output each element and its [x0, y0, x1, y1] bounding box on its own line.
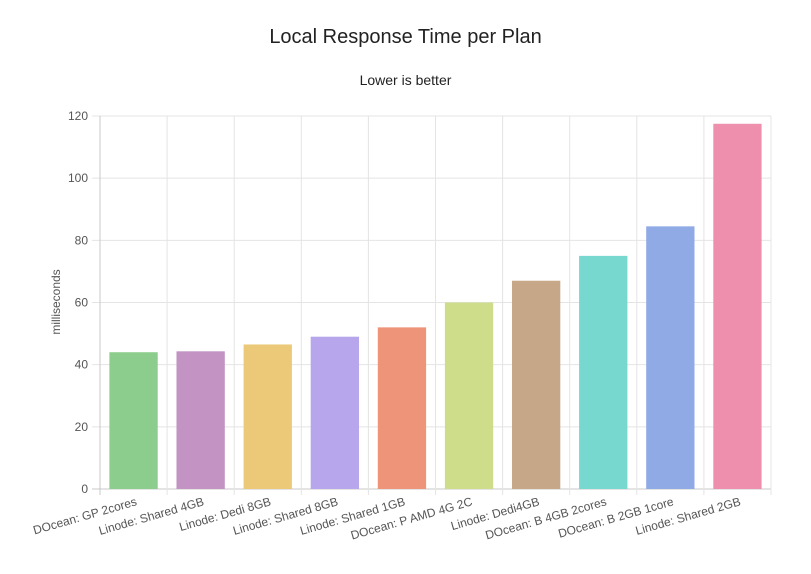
- bar: [646, 226, 695, 490]
- bar: [109, 352, 158, 489]
- bar: [310, 336, 360, 489]
- y-tick-label: 0: [81, 482, 88, 496]
- bar: [377, 327, 427, 489]
- bar: [579, 255, 628, 489]
- y-tick-label: 120: [68, 109, 88, 123]
- bar: [444, 302, 494, 489]
- bar: [176, 351, 225, 489]
- y-axis: 0 20 40 60 80 100 120: [68, 109, 88, 496]
- y-tick-label: 80: [75, 233, 89, 247]
- bar: [511, 280, 561, 489]
- chart-subtitle: Lower is better: [359, 72, 452, 88]
- y-tick-label: 40: [75, 358, 89, 372]
- bar: [713, 123, 762, 489]
- y-tick-label: 20: [75, 420, 89, 434]
- chart-title: Local Response Time per Plan: [269, 26, 542, 48]
- y-tick-label: 100: [68, 171, 88, 185]
- bar: [243, 344, 292, 489]
- bars: [109, 123, 762, 490]
- y-tick-label: 60: [75, 296, 89, 310]
- y-axis-label: milliseconds: [49, 269, 63, 334]
